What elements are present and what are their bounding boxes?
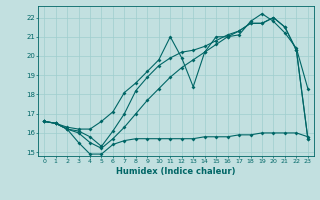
X-axis label: Humidex (Indice chaleur): Humidex (Indice chaleur) [116, 167, 236, 176]
